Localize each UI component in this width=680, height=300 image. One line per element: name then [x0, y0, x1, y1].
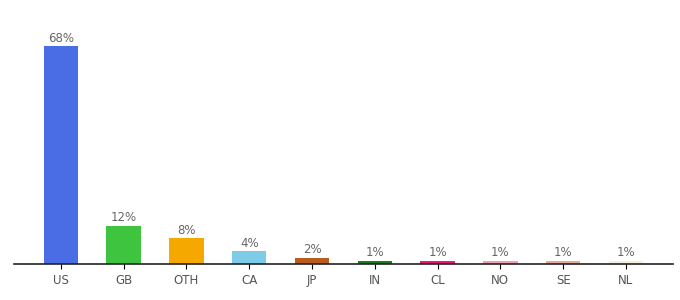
Text: 8%: 8%: [177, 224, 196, 237]
Bar: [106, 226, 141, 264]
Text: 1%: 1%: [617, 246, 635, 259]
Bar: [420, 261, 455, 264]
Bar: [609, 261, 643, 264]
Text: 4%: 4%: [240, 237, 258, 250]
Text: 12%: 12%: [111, 211, 137, 224]
Bar: [294, 258, 329, 264]
Text: 2%: 2%: [303, 243, 322, 256]
Text: 1%: 1%: [554, 246, 573, 259]
Bar: [546, 261, 581, 264]
Text: 1%: 1%: [491, 246, 510, 259]
Text: 68%: 68%: [48, 32, 74, 45]
Bar: [232, 251, 267, 264]
Bar: [44, 46, 78, 264]
Bar: [169, 238, 204, 264]
Text: 1%: 1%: [428, 246, 447, 259]
Text: 1%: 1%: [365, 246, 384, 259]
Bar: [483, 261, 517, 264]
Bar: [358, 261, 392, 264]
